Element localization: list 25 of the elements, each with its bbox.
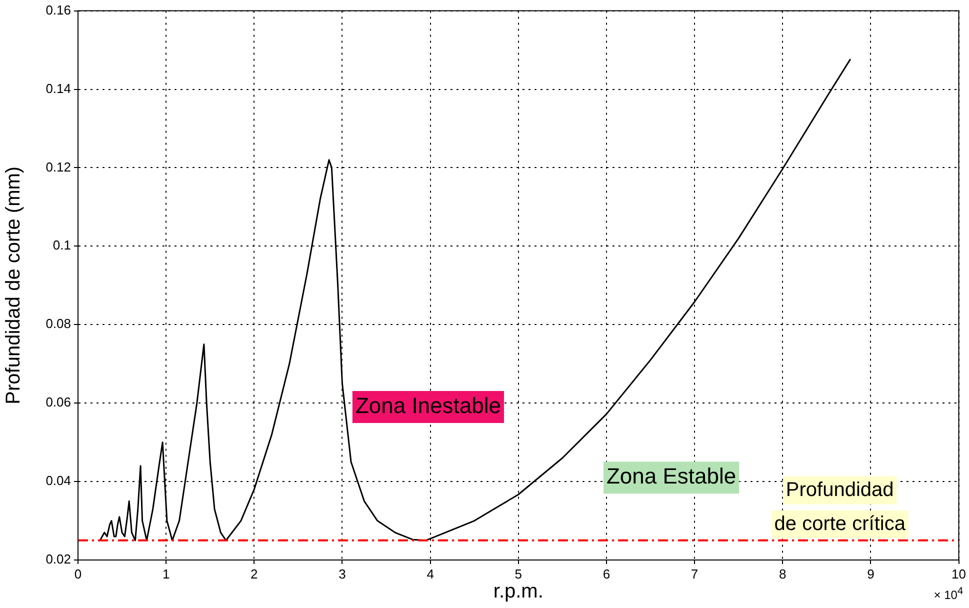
y-axis-title: Profundidad de corte (mm) xyxy=(2,166,25,404)
x-tick-label: 8 xyxy=(779,566,786,582)
text: × 10$^{4}$ xyxy=(934,586,963,602)
ref-line-label: Profundidad de corte crítica xyxy=(774,478,906,535)
y-tick-label: 0.08 xyxy=(46,316,71,332)
annotation: Zona Inestable xyxy=(355,393,501,418)
y-tick-label: 0.02 xyxy=(46,552,71,567)
y-tick-label: 0.16 xyxy=(46,2,71,18)
x-tick-label: 5 xyxy=(514,566,522,582)
x-axis-title: r.p.m. xyxy=(493,580,544,603)
x-tick-label: 3 xyxy=(338,566,346,582)
x-tick-label: 9 xyxy=(867,566,874,582)
y-tick-label: 0.14 xyxy=(46,80,71,96)
x-tick-label: 10 xyxy=(952,566,966,582)
x-tick-label: 7 xyxy=(690,566,698,582)
annotation: Zona Estable xyxy=(606,464,736,489)
y-tick-label: 0.06 xyxy=(46,394,71,410)
x-tick-label: 1 xyxy=(162,566,170,582)
x-tick-label: 2 xyxy=(250,566,258,582)
y-tick-label: 0.12 xyxy=(46,159,71,174)
x-tick-label: 6 xyxy=(602,566,610,582)
x-tick-label: 4 xyxy=(426,566,434,582)
y-tick-label: 0.04 xyxy=(46,473,71,488)
x-tick-label: 0 xyxy=(74,566,82,582)
y-tick-label: 0.1 xyxy=(52,238,71,253)
